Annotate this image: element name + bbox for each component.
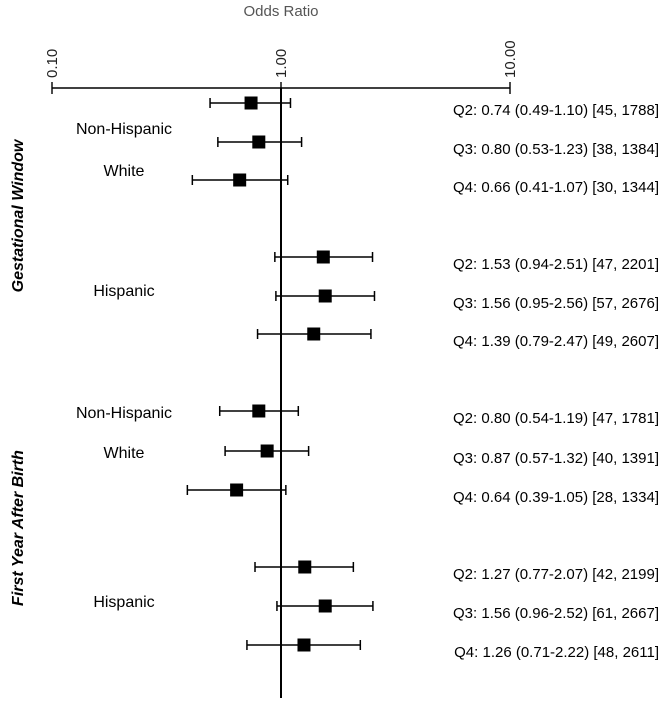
row-label: Q2: 1.27 (0.77-2.07) [42, 2199]	[453, 566, 659, 583]
group-label: Hispanic	[93, 594, 154, 611]
odds-ratio-marker	[260, 444, 274, 458]
row-label: Q3: 1.56 (0.96-2.52) [61, 2667]	[453, 605, 659, 622]
odds-ratio-marker	[318, 289, 332, 303]
group-label: Non-Hispanic	[76, 405, 172, 422]
odds-ratio-marker	[318, 599, 332, 613]
row-label: Q2: 1.53 (0.94-2.51) [47, 2201]	[453, 256, 659, 273]
row-label: Q2: 0.74 (0.49-1.10) [45, 1788]	[453, 102, 659, 119]
row-label: Q4: 1.26 (0.71-2.22) [48, 2611]	[454, 644, 659, 661]
x-tick-label: 1.00	[273, 49, 290, 78]
x-tick-label: 0.10	[44, 49, 61, 78]
row-label: Q3: 1.56 (0.95-2.56) [57, 2676]	[453, 295, 659, 312]
x-axis-ticks: 0.10 1.00 10.00	[44, 40, 519, 94]
row-label: Q4: 0.64 (0.39-1.05) [28, 1334]	[453, 489, 659, 506]
group-label: White	[104, 163, 145, 180]
group-label: Hispanic	[93, 283, 154, 300]
window-label: First Year After Birth	[10, 450, 27, 606]
odds-ratio-marker	[316, 250, 330, 264]
row-label: Q3: 0.80 (0.53-1.23) [38, 1384]	[453, 141, 659, 158]
row-label: Q3: 0.87 (0.57-1.32) [40, 1391]	[453, 450, 659, 467]
odds-ratio-marker	[230, 483, 244, 497]
row-label: Q4: 0.66 (0.41-1.07) [30, 1344]	[453, 179, 659, 196]
group-label: Non-Hispanic	[76, 121, 172, 138]
window-label: Gestational Window	[10, 138, 27, 292]
odds-ratio-marker	[233, 173, 247, 187]
odds-ratio-marker	[252, 135, 266, 149]
x-tick-label: 10.00	[502, 40, 519, 78]
x-axis-title: Odds Ratio	[243, 3, 318, 20]
odds-ratio-marker	[297, 638, 311, 652]
group-label: White	[104, 445, 145, 462]
odds-ratio-marker	[252, 404, 266, 418]
odds-ratio-marker	[307, 327, 321, 341]
odds-ratio-marker	[298, 560, 312, 574]
row-label: Q2: 0.80 (0.54-1.19) [47, 1781]	[453, 410, 659, 427]
odds-ratio-marker	[244, 96, 258, 110]
row-label: Q4: 1.39 (0.79-2.47) [49, 2607]	[453, 333, 659, 350]
forest-marks: Gestational Window Non-Hispanic White Q2: 0…	[10, 96, 659, 661]
